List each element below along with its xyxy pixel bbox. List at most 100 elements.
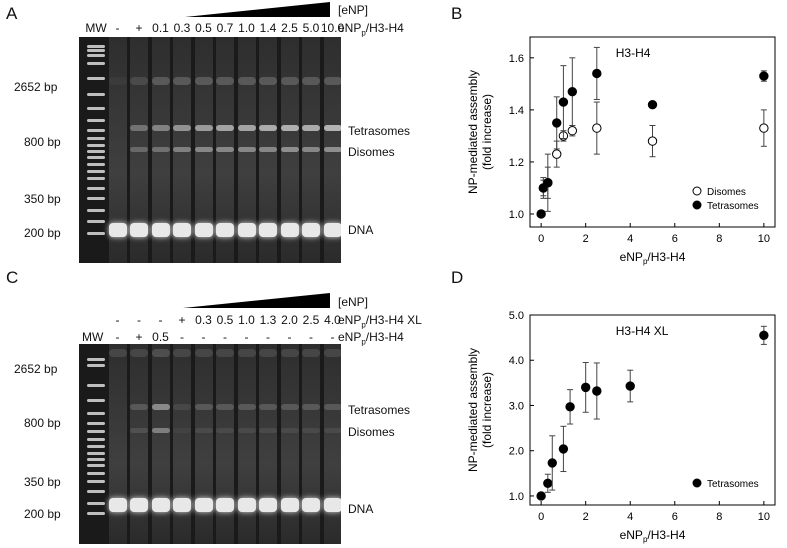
lane-label-row2: - (309, 330, 313, 344)
disome-band (280, 147, 299, 152)
tetrasome-band (173, 125, 191, 131)
lane-label-row1: 2.5 (302, 313, 320, 327)
gel-lane (259, 344, 277, 544)
ladder-band (87, 364, 105, 367)
legend-marker (692, 186, 702, 196)
x-tick-label: 8 (716, 233, 722, 245)
ladder-band (87, 502, 105, 505)
chart-title: H3-H4 XL (616, 324, 669, 338)
ladder-band (87, 177, 105, 180)
disome-band (173, 428, 191, 433)
well-band (323, 349, 341, 357)
ladder-band (87, 438, 105, 441)
data-point-tetrasomes (647, 99, 658, 110)
data-point-disomes (759, 123, 769, 133)
y-tick-label: 1.2 (509, 157, 524, 169)
disome-band (237, 147, 256, 152)
lane-label: 1.4 (259, 21, 277, 35)
ladder-band (87, 399, 105, 402)
tetrasome-band (302, 404, 320, 410)
lane-label-row1: 2.0 (281, 313, 298, 327)
tetrasome-band (237, 404, 256, 410)
tetrasome-band (216, 404, 234, 410)
ladder-band (87, 480, 105, 483)
lane-label: 5.0 (302, 21, 320, 35)
ladder-band (87, 93, 105, 96)
well-band (237, 77, 256, 85)
x-tick-label: 0 (538, 511, 544, 523)
dna-band (302, 223, 320, 237)
gel-lane (130, 344, 148, 544)
concentration-wedge (183, 293, 330, 308)
data-point-tetrasomes (558, 444, 569, 454)
ladder-band (87, 144, 105, 147)
panel-label-c: C (6, 268, 19, 287)
x-tick-label: 2 (583, 233, 589, 245)
dna-band (302, 498, 320, 512)
lane-label: + (135, 21, 143, 35)
lane-label: 10.0 (320, 21, 345, 35)
dna-band (216, 223, 234, 237)
ladder-band (87, 163, 105, 166)
tetrasome-band (259, 125, 277, 131)
tetrasome-band (237, 125, 256, 131)
lane-label-row1: 1.0 (238, 313, 255, 327)
well-band (280, 349, 299, 357)
ladder-band (87, 45, 105, 48)
tetrasome-band (130, 404, 148, 410)
x-tick-label: 6 (672, 233, 678, 245)
tetrasome-band (302, 125, 320, 131)
dna-band (108, 223, 127, 237)
well-band (151, 349, 170, 357)
well-band (108, 77, 127, 85)
well-band (108, 349, 127, 357)
y-axis-label-units: (fold increase) (480, 372, 494, 448)
disome-band (130, 147, 148, 152)
data-point-tetrasomes (552, 118, 562, 128)
bp-label: 2652 bp (14, 362, 58, 376)
gel-image-a (79, 37, 341, 263)
y-tick-label: 3.0 (509, 400, 524, 412)
x-axis-label: eNPp/H3-H4 (620, 250, 686, 266)
disome-band (259, 147, 277, 152)
tetrasome-band (130, 125, 148, 131)
ladder-band (87, 358, 105, 361)
ladder-band (87, 430, 105, 433)
legend-label: Disomes (707, 187, 746, 198)
ladder-band (87, 137, 105, 140)
well-band (173, 77, 191, 85)
disome-band (323, 147, 341, 152)
x-tick-label: 4 (627, 233, 633, 245)
dna-band (173, 223, 191, 237)
band-label-dna: DNA (348, 223, 374, 237)
tetrasome-band (280, 404, 299, 410)
chart-h3-h4: 0 2 4 6 8 10 1.0 1.2 1.4 1.6 H3-H4 eNPp/H3-H4 NP-med… (466, 36, 776, 266)
ladder-band (87, 422, 105, 425)
tetrasome-band (259, 404, 277, 410)
gel-lane (108, 344, 127, 544)
dna-band (108, 498, 127, 512)
dna-band (323, 223, 341, 237)
well-band (280, 77, 299, 85)
gel-lane (130, 37, 148, 263)
bp-label: 200 bp (24, 226, 61, 240)
data-point-tetrasomes (592, 386, 602, 396)
lane-label: MW (85, 21, 107, 35)
ladder-band (87, 119, 105, 122)
well-band (259, 77, 277, 85)
ladder-band (87, 170, 105, 173)
x-tick-label: 0 (538, 233, 544, 245)
y-tick-label: 2.0 (509, 446, 524, 458)
disome-band (216, 428, 234, 433)
panel-label-d: D (451, 268, 464, 287)
data-point-tetrasomes (625, 381, 635, 391)
chart-title: H3-H4 (616, 46, 651, 60)
well-band (173, 349, 191, 357)
dna-band (194, 223, 213, 237)
lane-label-row2: + (135, 330, 143, 344)
data-point-tetrasomes (547, 458, 557, 468)
lane-label-row2: - (180, 330, 184, 344)
dna-band (130, 498, 148, 512)
gel-lane (108, 37, 127, 263)
disome-band (151, 428, 170, 433)
